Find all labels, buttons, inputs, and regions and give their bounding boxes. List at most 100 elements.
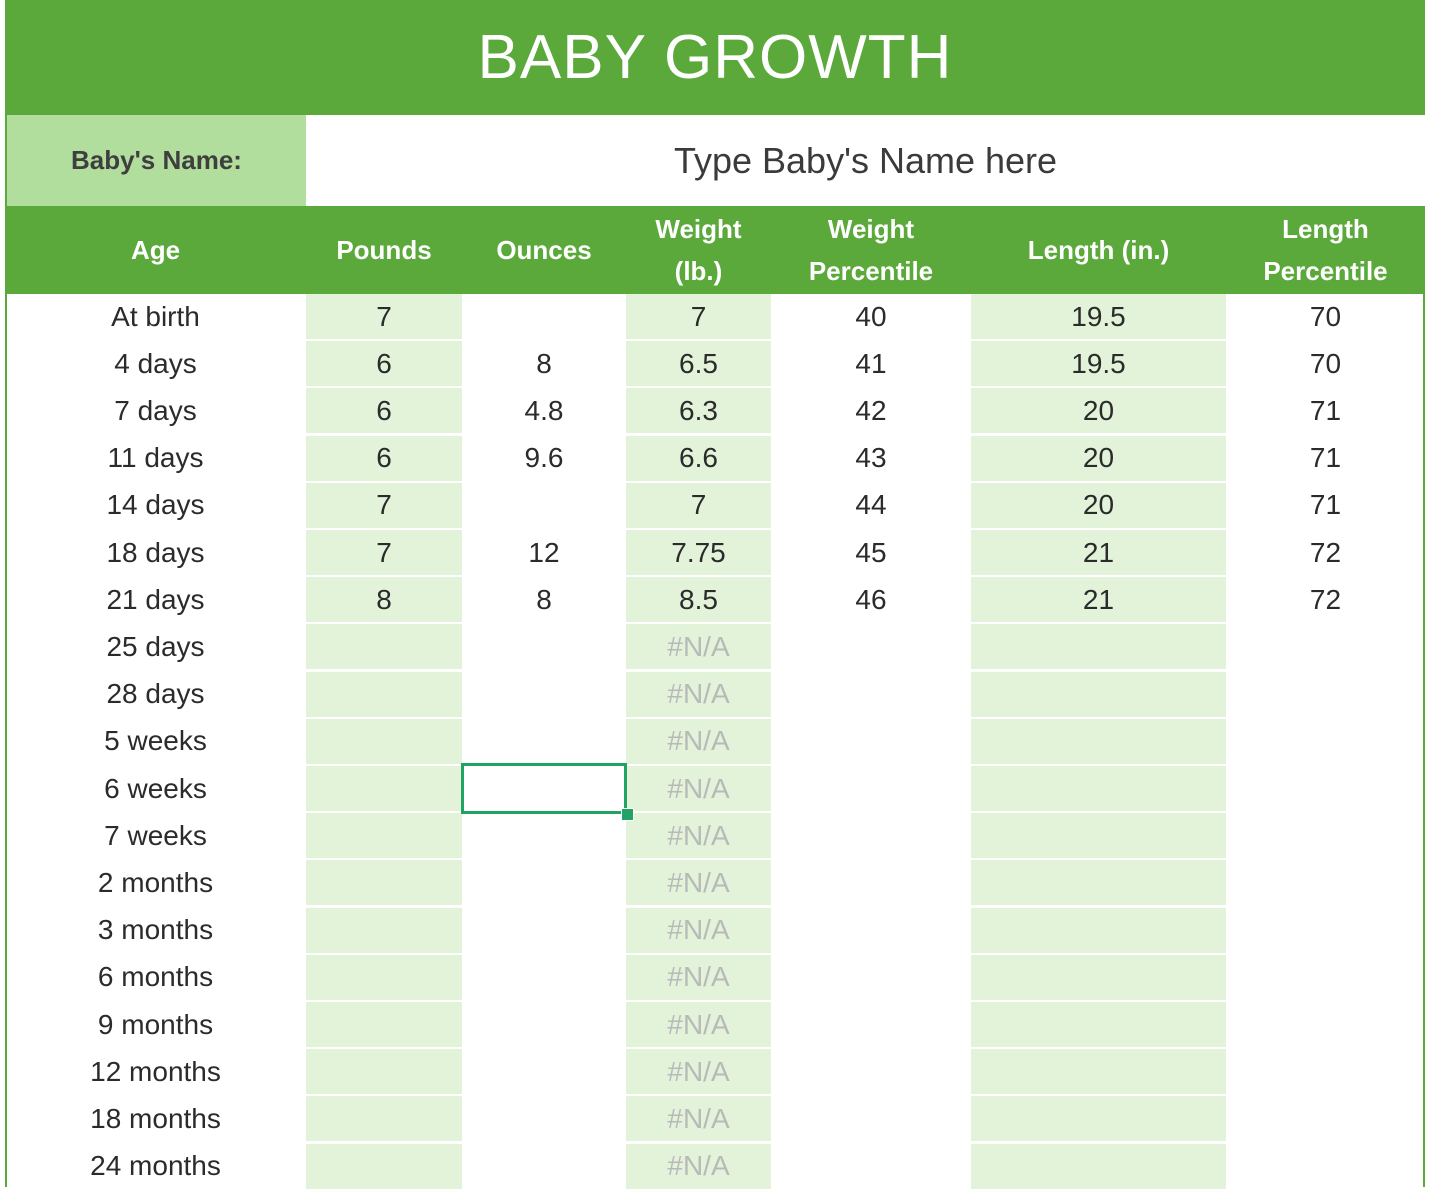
cell-age[interactable]: 21 days bbox=[106, 583, 205, 615]
cell-weight-percentile[interactable]: 44 bbox=[855, 489, 887, 521]
cell-weight[interactable]: 8.5 bbox=[626, 577, 771, 623]
cell-pounds[interactable] bbox=[306, 718, 462, 764]
cell-weight[interactable]: #N/A bbox=[626, 718, 771, 764]
cell-pounds[interactable] bbox=[306, 1002, 462, 1047]
cell-age[interactable]: 18 months bbox=[90, 1102, 221, 1134]
cell-pounds[interactable] bbox=[306, 1096, 462, 1142]
cell-weight[interactable]: 7 bbox=[626, 294, 771, 339]
cell-length-percentile[interactable]: 70 bbox=[1309, 300, 1342, 332]
cell-weight[interactable]: #N/A bbox=[626, 1002, 771, 1047]
cell-age[interactable]: 24 months bbox=[90, 1150, 221, 1182]
cell-weight-percentile[interactable]: 42 bbox=[855, 394, 887, 426]
cell-pounds[interactable] bbox=[306, 907, 462, 953]
cell-weight[interactable]: #N/A bbox=[626, 954, 771, 1000]
cell-length[interactable]: 20 bbox=[971, 482, 1226, 528]
cell-pounds[interactable] bbox=[306, 766, 462, 811]
cell-age[interactable]: 3 months bbox=[97, 914, 214, 946]
cell-ounces[interactable] bbox=[462, 1002, 626, 1047]
cell-age[interactable]: 14 days bbox=[106, 489, 205, 521]
cell-weight-percentile[interactable] bbox=[771, 908, 971, 953]
cell-age[interactable]: 9 months bbox=[97, 1008, 214, 1040]
cell-length[interactable]: 20 bbox=[971, 388, 1226, 434]
cell-length-percentile[interactable] bbox=[1226, 1144, 1425, 1189]
cell-length-percentile[interactable] bbox=[1226, 955, 1425, 1000]
cell-ounces[interactable] bbox=[462, 955, 626, 1000]
cell-age[interactable]: 5 weeks bbox=[104, 725, 207, 757]
cell-pounds[interactable] bbox=[306, 954, 462, 1000]
cell-length-percentile[interactable]: 70 bbox=[1309, 347, 1342, 379]
cell-pounds[interactable] bbox=[306, 813, 462, 859]
cell-weight[interactable]: 6.6 bbox=[626, 435, 771, 481]
cell-pounds[interactable]: 7 bbox=[306, 294, 462, 339]
cell-age[interactable]: At birth bbox=[111, 300, 200, 332]
cell-weight[interactable]: #N/A bbox=[626, 860, 771, 906]
cell-weight-percentile[interactable] bbox=[771, 719, 971, 764]
cell-length[interactable] bbox=[971, 1096, 1226, 1142]
cell-length-percentile[interactable] bbox=[1226, 1049, 1425, 1094]
cell-weight[interactable]: 6.3 bbox=[626, 388, 771, 434]
cell-age[interactable]: 7 weeks bbox=[104, 819, 207, 851]
cell-weight[interactable]: 7 bbox=[626, 482, 771, 528]
cell-pounds[interactable] bbox=[306, 671, 462, 717]
cell-length-percentile[interactable]: 72 bbox=[1309, 583, 1342, 615]
cell-length[interactable] bbox=[971, 954, 1226, 1000]
cell-weight-percentile[interactable] bbox=[771, 766, 971, 811]
cell-pounds[interactable] bbox=[306, 624, 462, 670]
cell-length[interactable] bbox=[971, 1049, 1226, 1095]
cell-length[interactable]: 20 bbox=[971, 435, 1226, 481]
cell-length-percentile[interactable]: 71 bbox=[1309, 489, 1342, 521]
cell-length[interactable] bbox=[971, 907, 1226, 953]
cell-weight-percentile[interactable]: 45 bbox=[855, 536, 887, 568]
cell-length-percentile[interactable] bbox=[1226, 908, 1425, 953]
cell-ounces[interactable]: 8 bbox=[536, 347, 552, 379]
cell-length[interactable]: 19.5 bbox=[971, 294, 1226, 339]
cell-length-percentile[interactable] bbox=[1226, 1002, 1425, 1047]
cell-weight[interactable]: 7.75 bbox=[626, 530, 771, 575]
fill-handle[interactable] bbox=[621, 808, 634, 821]
cell-pounds[interactable] bbox=[306, 1143, 462, 1189]
cell-length[interactable] bbox=[971, 624, 1226, 670]
cell-age[interactable]: 12 months bbox=[90, 1055, 221, 1087]
cell-pounds[interactable]: 7 bbox=[306, 530, 462, 575]
selected-cell-outline[interactable] bbox=[461, 763, 627, 814]
cell-age[interactable]: 28 days bbox=[106, 678, 205, 710]
cell-length[interactable] bbox=[971, 766, 1226, 811]
cell-weight-percentile[interactable] bbox=[771, 624, 971, 669]
cell-pounds[interactable] bbox=[306, 1049, 462, 1095]
cell-length[interactable]: 21 bbox=[971, 577, 1226, 623]
cell-length-percentile[interactable]: 72 bbox=[1309, 536, 1342, 568]
cell-pounds[interactable]: 6 bbox=[306, 435, 462, 481]
cell-length[interactable]: 19.5 bbox=[971, 341, 1226, 387]
cell-ounces[interactable] bbox=[462, 1096, 626, 1141]
cell-weight-percentile[interactable] bbox=[771, 1049, 971, 1094]
cell-age[interactable]: 7 days bbox=[114, 394, 197, 426]
cell-ounces[interactable] bbox=[462, 813, 626, 858]
cell-age[interactable]: 25 days bbox=[106, 630, 205, 662]
cell-length[interactable] bbox=[971, 671, 1226, 717]
cell-ounces[interactable] bbox=[462, 860, 626, 905]
cell-length[interactable] bbox=[971, 1002, 1226, 1047]
cell-ounces[interactable]: 4.8 bbox=[524, 394, 564, 426]
cell-weight-percentile[interactable]: 46 bbox=[855, 583, 887, 615]
cell-weight-percentile[interactable] bbox=[771, 955, 971, 1000]
cell-weight-percentile[interactable] bbox=[771, 672, 971, 717]
cell-length-percentile[interactable] bbox=[1226, 813, 1425, 858]
cell-weight[interactable]: #N/A bbox=[626, 813, 771, 859]
cell-ounces[interactable]: 9.6 bbox=[524, 442, 564, 474]
cell-length-percentile[interactable] bbox=[1226, 766, 1425, 811]
cell-weight[interactable]: #N/A bbox=[626, 1096, 771, 1142]
cell-pounds[interactable]: 8 bbox=[306, 577, 462, 623]
cell-length[interactable]: 21 bbox=[971, 530, 1226, 575]
cell-pounds[interactable] bbox=[306, 860, 462, 906]
cell-age[interactable]: 2 months bbox=[97, 866, 214, 898]
cell-age[interactable]: 6 weeks bbox=[104, 772, 207, 804]
cell-ounces[interactable] bbox=[462, 719, 626, 764]
baby-name-input[interactable]: Type Baby's Name here bbox=[306, 115, 1425, 206]
cell-weight[interactable]: #N/A bbox=[626, 624, 771, 670]
cell-age[interactable]: 11 days bbox=[107, 442, 204, 474]
cell-age[interactable]: 4 days bbox=[114, 347, 197, 379]
cell-length-percentile[interactable]: 71 bbox=[1309, 394, 1342, 426]
cell-length[interactable] bbox=[971, 718, 1226, 764]
cell-ounces[interactable] bbox=[462, 1144, 626, 1189]
cell-length[interactable] bbox=[971, 1143, 1226, 1189]
